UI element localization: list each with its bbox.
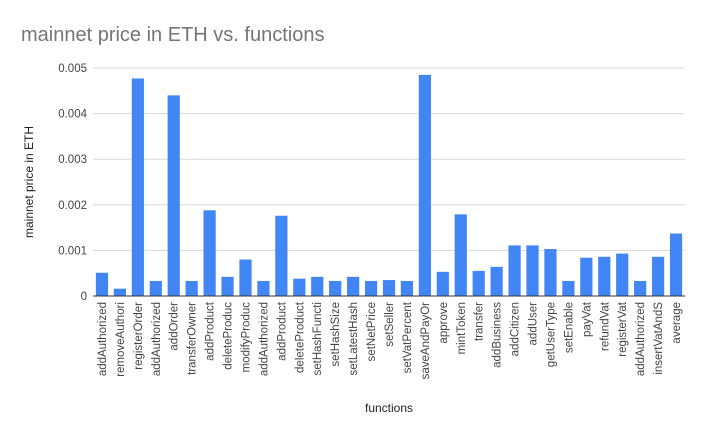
x-tick-label: addCitizen [510,302,522,356]
y-tick-label: 0.002 [58,200,87,212]
bar [651,256,665,296]
bar [203,210,216,296]
y-tick-label: 0.005 [58,63,87,75]
bar [418,74,431,296]
bar [669,233,683,296]
y-tick-label: 0.001 [58,245,87,257]
bar [364,280,378,296]
bar [616,253,629,296]
x-tick-label: addAuthorized [151,302,163,376]
bar [347,276,360,296]
bar [634,280,647,296]
bar [239,259,252,296]
x-tick-label: addBusiness [492,302,504,368]
x-tick-label: addAuthorized [635,302,647,376]
x-tick-label: deleteProduc [223,302,235,370]
bar [185,280,198,296]
x-axis-ticks: addAuthorized removeAuthori registerOrder a… [97,301,683,379]
y-tick-label: 0 [81,291,87,303]
bar [490,266,503,296]
x-tick-label: addAuthorized [97,302,109,376]
x-tick-label: getUserType [545,302,557,367]
bar [580,257,593,296]
bar [95,272,109,296]
x-tick-label: average [671,302,683,344]
x-tick-label: setEnable [563,302,575,353]
bars [95,74,683,296]
bar [311,276,324,296]
x-tick-label: setVatPercent [402,301,414,373]
chart-title: mainnet price in ETH vs. functions [21,24,324,46]
x-tick-label: registerVat [617,301,629,357]
x-tick-label: insertVatAndS [653,302,665,375]
x-tick-label: addAuthorized [258,302,270,376]
x-tick-label: deleteProduct [294,301,306,373]
bar [598,256,611,296]
bar [508,245,521,296]
bar [329,280,342,296]
bar [149,280,162,296]
x-tick-label: registerOrder [133,302,145,370]
bar [167,95,180,296]
y-tick-label: 0.004 [58,109,87,121]
bar [526,245,539,296]
x-tick-label: setHashFuncti [312,302,324,376]
bar [436,271,449,296]
x-tick-label: setHashSize [330,302,342,367]
x-tick-label: payVat [581,301,593,337]
x-tick-label: transferOwner [187,302,199,375]
bar [454,214,467,296]
x-tick-label: addOrder [169,302,181,351]
x-tick-label: modifyProduc [240,302,252,373]
x-tick-label: transfer [474,302,486,341]
bar [562,280,575,296]
bar [275,215,288,296]
bar [382,280,396,296]
bar [544,249,557,296]
x-tick-label: saveAndPayOr [420,302,432,380]
bar [113,288,127,296]
x-tick-label: approve [438,302,450,344]
x-tick-label: addProduct [276,301,288,361]
y-axis-title: mainnet price in ETH [22,126,36,238]
x-tick-label: setLatestHash [348,302,360,376]
bar [221,276,234,296]
bar [293,278,306,296]
x-tick-label: addProduct [205,301,217,361]
bar [400,280,414,296]
bar [131,78,144,296]
x-tick-label: setNetPrice [366,302,378,361]
x-tick-label: refundVat [599,301,611,351]
x-tick-label: removeAuthori [115,302,127,377]
bar [257,280,270,296]
bar [472,270,485,296]
y-axis-ticks: 0 0.001 0.002 0.003 0.004 0.005 [58,63,87,303]
x-tick-label: mintToken [456,302,468,354]
y-tick-label: 0.003 [58,154,87,166]
gridlines [93,67,685,251]
x-tick-label: setSeller [384,302,396,347]
x-axis-title: functions [365,401,413,415]
x-tick-label: addUser [528,302,540,346]
